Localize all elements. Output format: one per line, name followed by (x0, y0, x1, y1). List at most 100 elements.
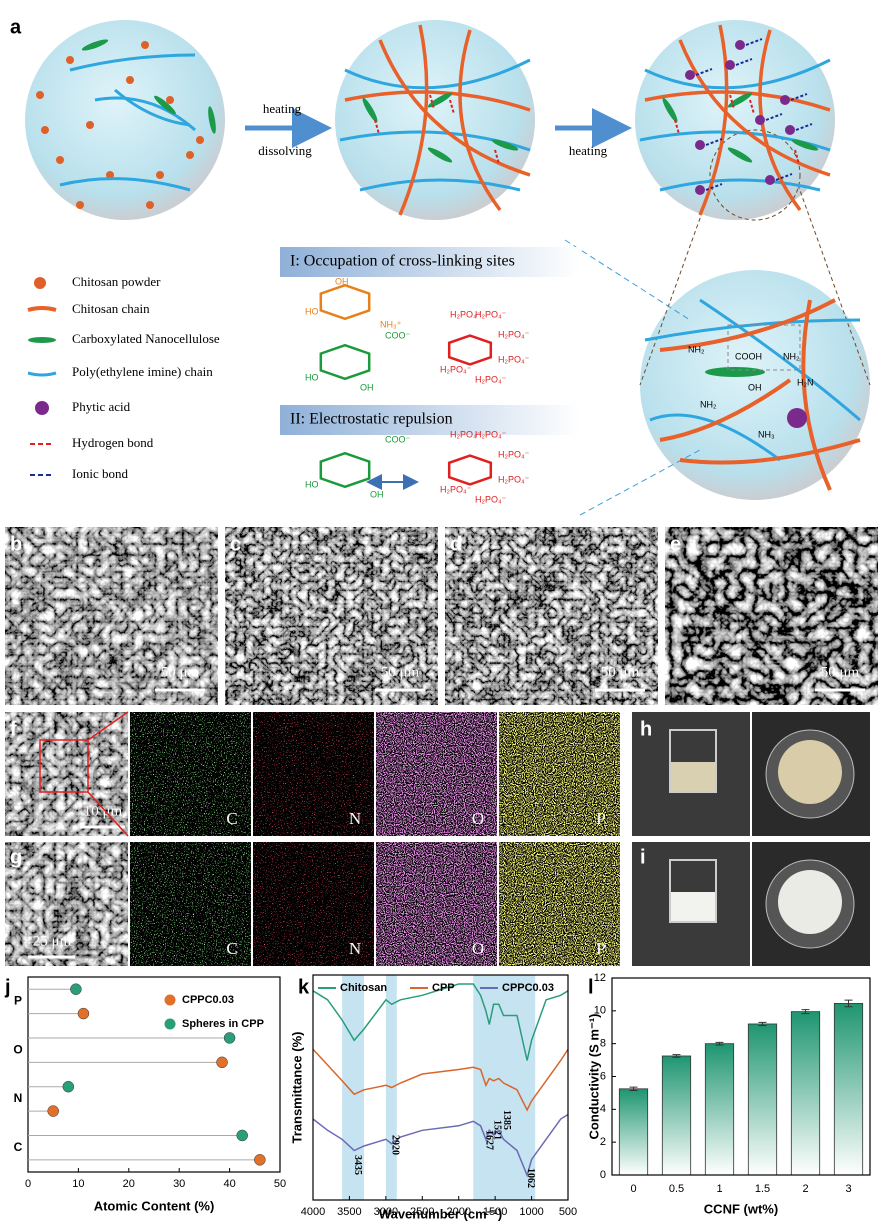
phytic-acid (755, 115, 765, 125)
chem-label: H₂PO₄⁻ (475, 429, 507, 439)
peak-label: 2920 (389, 1135, 400, 1155)
panel-letter: h (640, 718, 652, 740)
y-tick-label: N (14, 1091, 23, 1105)
sem-image (5, 712, 128, 836)
powder (156, 171, 164, 179)
x-tick-label: 40 (223, 1178, 235, 1190)
nanocellulose (662, 97, 678, 123)
hydrogen-bond (494, 149, 500, 165)
powder (141, 41, 149, 49)
scale-bar-label: 50 μm (161, 664, 200, 680)
bar (790, 1011, 821, 1176)
chem-label: H₂PO₄⁻ (498, 449, 530, 459)
pei-chain (644, 58, 831, 90)
chem-label: H₂PO₄⁻ (475, 309, 507, 319)
legend-label: Carboxylated Nanocellulose (72, 331, 220, 346)
pei-chain (59, 177, 191, 192)
chem-label: HO (305, 306, 319, 316)
phytic-acid (685, 70, 695, 80)
powder (86, 121, 94, 129)
nanocellulose (427, 92, 453, 108)
x-tick-label: 30 (173, 1178, 185, 1190)
error-bar (844, 999, 853, 1008)
dot (47, 1105, 59, 1117)
legend-label: Hydrogen bond (72, 435, 154, 450)
chitosan-chain (378, 39, 531, 177)
chem-label: H₂PO₄⁻ (475, 374, 507, 384)
chitosan-chain (801, 299, 832, 491)
nanocellulose (154, 95, 176, 115)
chem-label: OH (360, 382, 374, 392)
pei-chain (359, 178, 521, 192)
x-tick-label: 0 (25, 1178, 31, 1190)
hydrogen-bond (794, 149, 800, 165)
powder (106, 171, 114, 179)
eds-map (130, 842, 251, 966)
phytic-acid (735, 40, 745, 50)
nanocellulose (362, 97, 378, 123)
powder (126, 76, 134, 84)
zoom-label: NH₂ (688, 344, 705, 354)
step-label: heating (263, 101, 302, 116)
powder (166, 96, 174, 104)
element-label: C (226, 809, 237, 828)
x-tick-label: 500 (559, 1206, 577, 1218)
pei-chain (649, 413, 781, 462)
peak-label: 1385 (501, 1110, 512, 1130)
hydrogen-bond (429, 94, 435, 110)
error-bar (801, 1009, 810, 1015)
chem-label: H₂PO₄⁻ (450, 309, 482, 319)
plot-frame (611, 977, 871, 1176)
zoom-label: NH₃ (758, 429, 775, 439)
chem-label: OH (370, 489, 384, 499)
legend-label: Chitosan powder (72, 274, 161, 289)
ring (319, 283, 371, 321)
scale-bar-label: 50 μm (381, 664, 420, 680)
y-axis-label: Transmittance (%) (289, 1032, 304, 1144)
chem-label: H₂PO₄⁻ (450, 429, 482, 439)
panel-letter: i (640, 846, 646, 868)
hydrogen-bond (729, 94, 735, 110)
ionic-bond (705, 138, 723, 146)
chem-label: H₂PO₄⁻ (440, 364, 472, 374)
chem-label: OH (335, 276, 349, 286)
panel-letter: e (670, 533, 681, 555)
x-tick-label: 1.5 (755, 1183, 770, 1195)
pei-chain (659, 178, 821, 192)
powder (186, 151, 194, 159)
suspension (671, 892, 715, 921)
phytic-acid (787, 408, 807, 428)
element-label: O (472, 809, 484, 828)
legend-label: CPP (432, 982, 455, 994)
legend-label: Chitosan chain (72, 301, 150, 316)
chitosan-chain (758, 29, 802, 212)
nanocellulose (791, 139, 819, 151)
bar (618, 1088, 649, 1176)
eds-map (499, 712, 620, 836)
dot (70, 983, 82, 995)
powder (36, 91, 44, 99)
ionic-bond (775, 173, 793, 181)
x-tick-label: 4000 (301, 1206, 325, 1218)
dot (236, 1129, 248, 1142)
chem-label: HO (305, 372, 319, 382)
chitosan-chain (659, 378, 792, 442)
panel-letter: f (10, 718, 17, 740)
x-tick-label: 1000 (519, 1206, 543, 1218)
x-tick-label: 3 (845, 1183, 851, 1195)
suspension (671, 762, 715, 791)
nanocellulose (81, 39, 109, 51)
plot-frame (312, 974, 569, 1201)
mechanism-title: II: Electrostatic repulsion (290, 411, 453, 428)
x-tick-label: 2 (802, 1183, 808, 1195)
eds-map (253, 842, 374, 966)
x-tick-label: 3500 (337, 1206, 361, 1218)
banner (280, 247, 580, 277)
plot-frame (27, 976, 281, 1173)
phytic-acid (765, 175, 775, 185)
legend-label: Poly(ethylene imine) chain (72, 364, 213, 379)
chem-label: H₂PO₄⁻ (475, 494, 507, 504)
sem-image (665, 527, 878, 705)
powder (76, 201, 84, 209)
chem-label: COO⁻ (385, 330, 411, 340)
